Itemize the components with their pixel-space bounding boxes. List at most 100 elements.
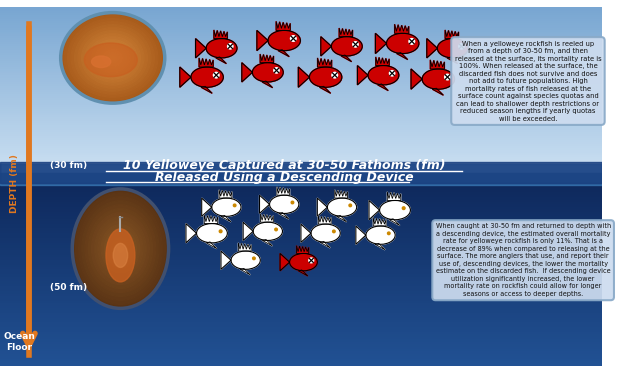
Bar [0,341,602,345]
Ellipse shape [253,222,282,241]
Bar [0,118,602,121]
Bar [0,211,602,214]
Bar [0,170,602,173]
Bar [0,158,602,161]
Bar [0,363,602,366]
Bar [0,276,602,279]
Bar [0,303,602,306]
Polygon shape [261,214,273,222]
Bar [0,310,602,313]
Polygon shape [257,31,268,51]
Ellipse shape [191,67,223,87]
Bar [0,141,602,144]
Bar [0,213,602,217]
Bar [0,112,602,115]
Bar [0,37,602,40]
Bar [0,64,602,67]
Bar [0,120,602,123]
Polygon shape [221,216,231,222]
Bar [0,360,602,364]
Bar [0,315,602,318]
Bar [0,346,602,350]
Ellipse shape [92,40,134,76]
Ellipse shape [82,201,159,297]
Bar [0,148,602,151]
Polygon shape [279,213,289,219]
Ellipse shape [231,251,261,269]
Ellipse shape [118,245,124,253]
Bar [0,91,602,94]
Circle shape [348,203,353,208]
Polygon shape [199,58,213,67]
Bar [0,348,602,352]
Polygon shape [259,195,269,213]
Ellipse shape [331,37,362,56]
Ellipse shape [104,229,136,269]
Bar [0,104,602,107]
Ellipse shape [64,16,161,100]
Bar [0,25,602,28]
Bar [0,204,602,207]
Polygon shape [240,269,250,275]
Bar [0,271,602,275]
Circle shape [213,72,219,78]
Bar [0,102,602,105]
Ellipse shape [71,22,154,94]
Bar [0,70,602,73]
Bar [0,22,602,26]
Bar [0,187,602,190]
Circle shape [386,231,391,236]
Bar [0,180,602,183]
Ellipse shape [76,193,166,304]
Polygon shape [430,60,444,69]
Ellipse shape [78,28,148,88]
Bar [0,143,602,147]
Bar [0,201,602,205]
Circle shape [228,44,233,49]
Text: Released Using a Descending Device: Released Using a Descending Device [155,171,414,184]
Circle shape [253,257,255,260]
Polygon shape [196,39,206,58]
Bar [0,162,602,183]
Ellipse shape [438,39,468,58]
Bar [0,35,602,38]
Bar [0,185,602,188]
Ellipse shape [366,226,395,244]
Bar [0,221,602,224]
Polygon shape [296,246,309,254]
Bar [0,97,602,101]
Polygon shape [320,241,330,248]
Bar [0,291,602,294]
Bar [0,50,602,53]
Polygon shape [219,190,232,198]
Circle shape [309,258,314,263]
Polygon shape [216,57,226,64]
Bar [0,240,602,243]
Polygon shape [276,21,290,31]
Bar [0,216,602,219]
Polygon shape [318,198,328,216]
Polygon shape [242,63,252,82]
Polygon shape [411,69,422,89]
Bar [0,139,602,142]
Bar [0,108,602,111]
Polygon shape [335,190,348,198]
Text: DEPTH (fm): DEPTH (fm) [10,154,19,213]
Circle shape [219,230,222,233]
Bar [0,29,602,32]
Ellipse shape [289,254,318,271]
Text: 10 Yelloweye Captured at 30-50 Fathoms (fm): 10 Yelloweye Captured at 30-50 Fathoms (… [123,159,446,172]
Bar [0,12,602,15]
Polygon shape [318,58,332,67]
Bar [0,58,602,61]
Polygon shape [373,218,386,226]
Bar [0,87,602,90]
Bar [0,298,602,301]
Circle shape [291,201,294,204]
Bar [0,122,602,126]
Bar [0,93,602,96]
Bar [0,46,602,48]
Polygon shape [204,215,217,223]
Ellipse shape [89,37,137,79]
Bar [0,14,602,17]
